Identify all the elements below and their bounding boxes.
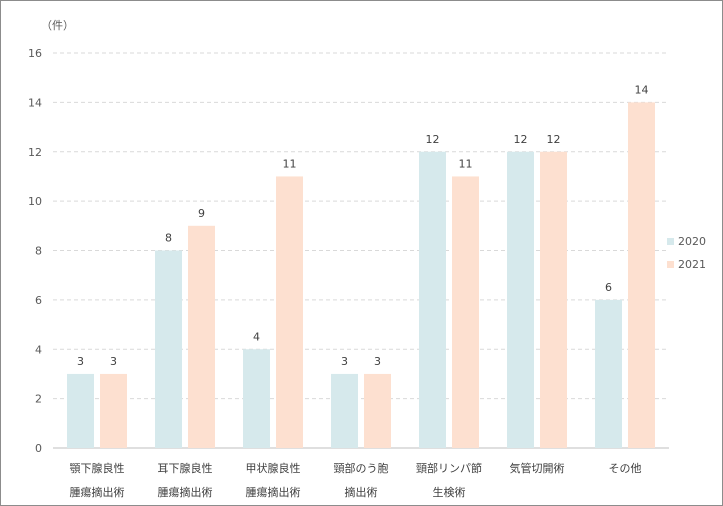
bar-2021-2 bbox=[276, 176, 303, 448]
data-label-2020-4: 12 bbox=[426, 133, 440, 146]
data-label-2020-1: 8 bbox=[165, 232, 172, 245]
legend-label-2020: 2020 bbox=[678, 234, 706, 248]
bar-2020-4 bbox=[419, 151, 446, 448]
bar-2021-0 bbox=[100, 373, 127, 448]
x-tick-label-3-1: 摘出術 bbox=[345, 485, 378, 499]
x-tick-label-4-0: 頸部リンパ節 bbox=[416, 461, 482, 475]
y-unit-label: （件） bbox=[41, 19, 74, 32]
bar-2020-5 bbox=[507, 151, 534, 448]
y-tick-label-10: 10 bbox=[28, 195, 42, 208]
data-label-2021-2: 11 bbox=[283, 157, 297, 170]
x-tick-label-4-1: 生検術 bbox=[433, 485, 466, 499]
bar-2020-0 bbox=[67, 373, 94, 448]
data-label-2021-1: 9 bbox=[198, 207, 205, 220]
bar-2021-1 bbox=[188, 225, 215, 448]
y-tick-label-2: 2 bbox=[35, 393, 42, 406]
bar-2020-2 bbox=[243, 349, 270, 448]
data-label-2020-0: 3 bbox=[77, 355, 84, 368]
data-label-2020-2: 4 bbox=[253, 330, 260, 343]
bar-2021-5 bbox=[540, 151, 567, 448]
bar-2020-3 bbox=[331, 373, 358, 448]
legend-label-2021: 2021 bbox=[678, 257, 706, 271]
data-label-2021-3: 3 bbox=[374, 355, 381, 368]
x-tick-label-2-0: 甲状腺良性 bbox=[246, 461, 301, 475]
bar-2021-6 bbox=[628, 102, 655, 448]
data-label-2021-0: 3 bbox=[110, 355, 117, 368]
data-label-2021-4: 11 bbox=[459, 157, 473, 170]
y-tick-label-6: 6 bbox=[35, 294, 42, 307]
y-tick-label-14: 14 bbox=[28, 96, 42, 109]
x-tick-label-5-0: 気管切開術 bbox=[510, 461, 565, 475]
legend-swatch-2020 bbox=[667, 237, 674, 245]
legend-item-2021: 2021 bbox=[667, 256, 706, 272]
legend-item-2020: 2020 bbox=[667, 233, 706, 249]
x-tick-label-2-1: 腫瘍摘出術 bbox=[246, 485, 301, 499]
bar-2021-4 bbox=[452, 176, 479, 448]
legend-swatch-2021 bbox=[667, 260, 674, 268]
x-tick-label-0-1: 腫瘍摘出術 bbox=[70, 485, 125, 499]
bar-2020-6 bbox=[595, 299, 622, 448]
y-tick-label-4: 4 bbox=[35, 343, 42, 356]
y-tick-label-12: 12 bbox=[28, 146, 42, 159]
bar-2021-3 bbox=[364, 373, 391, 448]
y-tick-label-16: 16 bbox=[28, 47, 42, 60]
x-tick-label-6-0: その他 bbox=[609, 462, 642, 475]
y-tick-label-8: 8 bbox=[35, 245, 42, 258]
x-tick-label-3-0: 頸部のう胞 bbox=[334, 461, 389, 475]
y-tick-label-0: 0 bbox=[35, 442, 42, 455]
x-tick-label-1-1: 腫瘍摘出術 bbox=[158, 485, 213, 499]
x-tick-label-0-0: 顎下腺良性 bbox=[70, 461, 125, 475]
data-label-2020-6: 6 bbox=[605, 281, 612, 294]
data-label-2020-5: 12 bbox=[514, 133, 528, 146]
data-label-2021-6: 14 bbox=[635, 83, 649, 96]
bar-2020-1 bbox=[155, 250, 182, 448]
legend: 2020 2021 bbox=[667, 233, 706, 279]
x-tick-label-1-0: 耳下腺良性 bbox=[158, 461, 213, 475]
data-label-2021-5: 12 bbox=[547, 133, 561, 146]
data-label-2020-3: 3 bbox=[341, 355, 348, 368]
